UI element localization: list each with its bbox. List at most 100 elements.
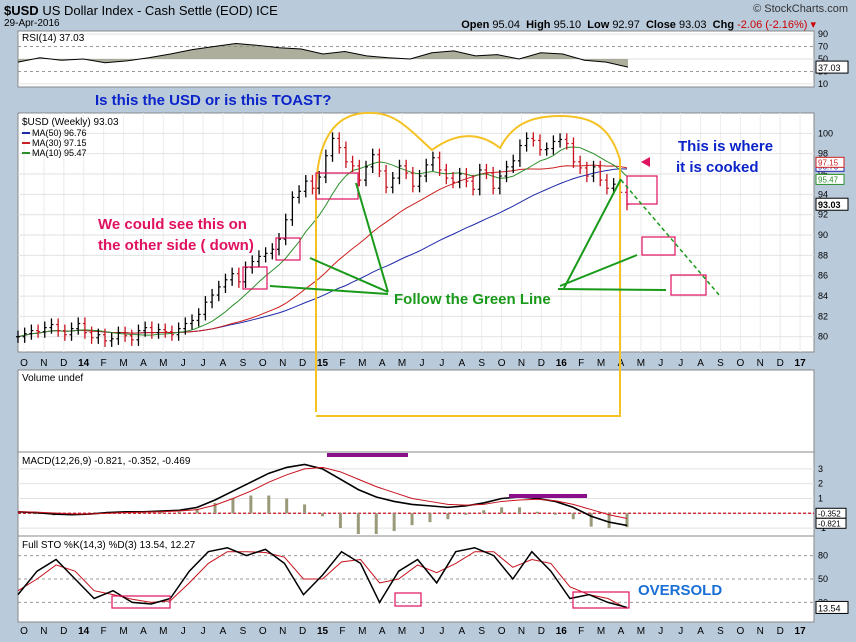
price-last-box [815,197,849,211]
pink-box [242,266,268,290]
rsi-ytick: 70 [818,42,828,52]
sto-ytick: 80 [818,551,828,561]
close-label: Close [645,19,676,31]
green-line [563,178,622,289]
x-axis-bottom-tick: A [140,626,147,637]
macd-histogram-bar [321,513,324,517]
price-last-value: 93.03 [818,200,841,210]
annotation-other-side-1: We could see this on [98,216,247,233]
chg-label: Chg [712,19,735,31]
x-axis-bottom-tick: S [240,626,247,637]
x-axis-top-tick: N [757,358,764,369]
sto-title: Full STO %K(14,3) %D(3) 13.54, 12.27 [22,540,196,551]
macd-histogram-bar [141,512,145,514]
x-axis-top-tick: F [101,358,107,369]
macd-histogram-bar [625,513,629,528]
macd-ytick: 2 [818,479,823,489]
panel-vol [17,369,815,453]
sto-k-line [17,547,628,609]
green-line [269,285,389,295]
x-axis-top-tick: N [40,358,47,369]
x-axis-bottom-tick: N [518,626,525,637]
price-legend-item: MA(30) 97.15 [32,138,87,148]
price-ytick: 88 [818,250,828,260]
ma-last-value: 97.15 [818,158,839,167]
x-axis-bottom-tick: D [60,626,67,637]
green-line [559,254,638,287]
green-dashed-projection [620,179,721,297]
macd-histogram-bar [410,513,414,526]
pink-box [670,274,707,296]
x-axis-bottom-tick: F [339,626,345,637]
x-axis-top-tick: F [578,358,584,369]
rsi-last-box [815,60,849,74]
x-axis-bottom-tick: N [279,626,286,637]
x-axis-bottom-tick: O [259,626,267,637]
x-axis-top-tick: S [478,358,485,369]
rsi-last-value: 37.03 [818,63,841,73]
high-value: 95.10 [553,19,582,31]
x-axis-top-tick: F [339,358,345,369]
green-line [355,182,389,293]
rsi-title: RSI(14) 37.03 [22,33,85,44]
macd-last-box [815,517,847,529]
macd-last-value: -0.821 [818,519,841,528]
macd-histogram-bar [213,502,217,514]
macd-histogram-bar [464,513,468,515]
x-axis-bottom-tick: M [398,626,406,637]
x-axis-top-tick: A [697,358,704,369]
x-axis-top-tick: D [538,358,545,369]
x-axis-top-tick: J [678,358,683,369]
macd-histogram-bar [303,504,307,514]
panel-price [17,112,815,353]
x-axis-top-tick: M [398,358,406,369]
open-value: 95.04 [492,19,520,31]
sto-last-value: 13.54 [818,603,841,613]
x-axis-top-tick: M [597,358,605,369]
high-label: High [526,19,551,31]
x-axis-top-tick: S [717,358,724,369]
macd-histogram-bar [356,513,360,534]
price-legend-item: MA(50) 96.76 [32,128,87,138]
x-axis-bottom-tick: O [737,626,745,637]
x-axis-top-tick: J [201,358,206,369]
x-axis-top-tick: 14 [78,358,90,369]
x-axis-top-tick: O [20,358,28,369]
macd-histogram-bar [159,511,163,514]
x-axis-top-tick: A [220,358,227,369]
green-line [309,257,389,293]
price-ytick: 98 [818,149,828,159]
price-ytick: 92 [818,210,828,220]
x-axis-bottom-tick: 14 [78,626,90,637]
annotation-oversold: OVERSOLD [638,582,723,599]
rsi-fill [18,43,628,68]
x-axis-bottom-tick: J [201,626,206,637]
rsi-ytick: 50 [818,54,828,64]
x-axis-bottom-tick: M [637,626,645,637]
x-axis-top-tick: O [259,358,267,369]
volume-title: Volume undef [22,373,83,384]
x-axis-bottom-tick: M [119,626,127,637]
x-axis-bottom-tick: A [220,626,227,637]
chg-value: -2.06 (-2.16%) [737,19,808,31]
x-axis-top-tick: J [420,358,425,369]
x-axis-top-tick: N [518,358,525,369]
x-axis-top-tick: A [618,358,625,369]
macd-histogram-bar [249,495,253,514]
x-axis-top-tick: 16 [556,358,568,369]
macd-histogram-bar [500,507,504,514]
ma-last-tag [815,173,845,185]
pink-arrow-icon [641,157,650,167]
low-label: Low [587,19,610,31]
x-axis-top-tick: D [299,358,306,369]
price-ytick: 84 [818,291,828,301]
chart-date: 29-Apr-2016 [4,18,60,29]
macd-histogram-bar [428,513,432,523]
x-axis-bottom-tick: N [757,626,764,637]
macd-histogram-bar [177,511,181,514]
x-axis-top-tick: J [658,358,663,369]
macd-histogram-bar [553,513,557,515]
price-legend-item: MA(10) 95.47 [32,148,87,158]
x-axis-bottom-tick: S [717,626,724,637]
price-ytick: 100 [818,128,833,138]
